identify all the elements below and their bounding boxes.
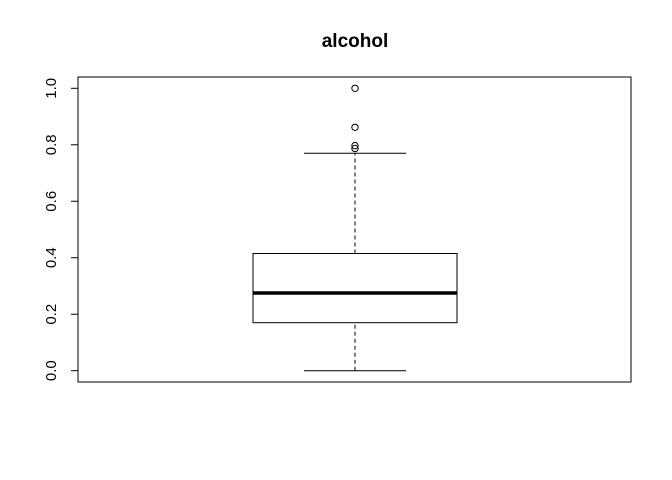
- boxplot: [252, 84, 458, 372]
- outlier-point: [351, 123, 359, 131]
- y-tick-label: 0.0: [43, 360, 60, 381]
- outlier-point: [351, 144, 359, 153]
- iqr-box: [252, 253, 458, 324]
- outlier-point: [351, 84, 359, 92]
- y-tick-label: 0.4: [43, 247, 60, 268]
- y-tick-label: 0.2: [43, 304, 60, 325]
- y-axis: 0.0 0.2 0.4 0.6 0.8 1.0: [43, 78, 78, 381]
- y-tick-label: 0.8: [43, 134, 60, 155]
- outlier-point: [351, 141, 359, 150]
- chart-title: alcohol: [322, 31, 389, 52]
- y-tick-label: 1.0: [43, 78, 60, 99]
- plot-frame: [77, 76, 632, 383]
- y-tick-label: 0.6: [43, 191, 60, 212]
